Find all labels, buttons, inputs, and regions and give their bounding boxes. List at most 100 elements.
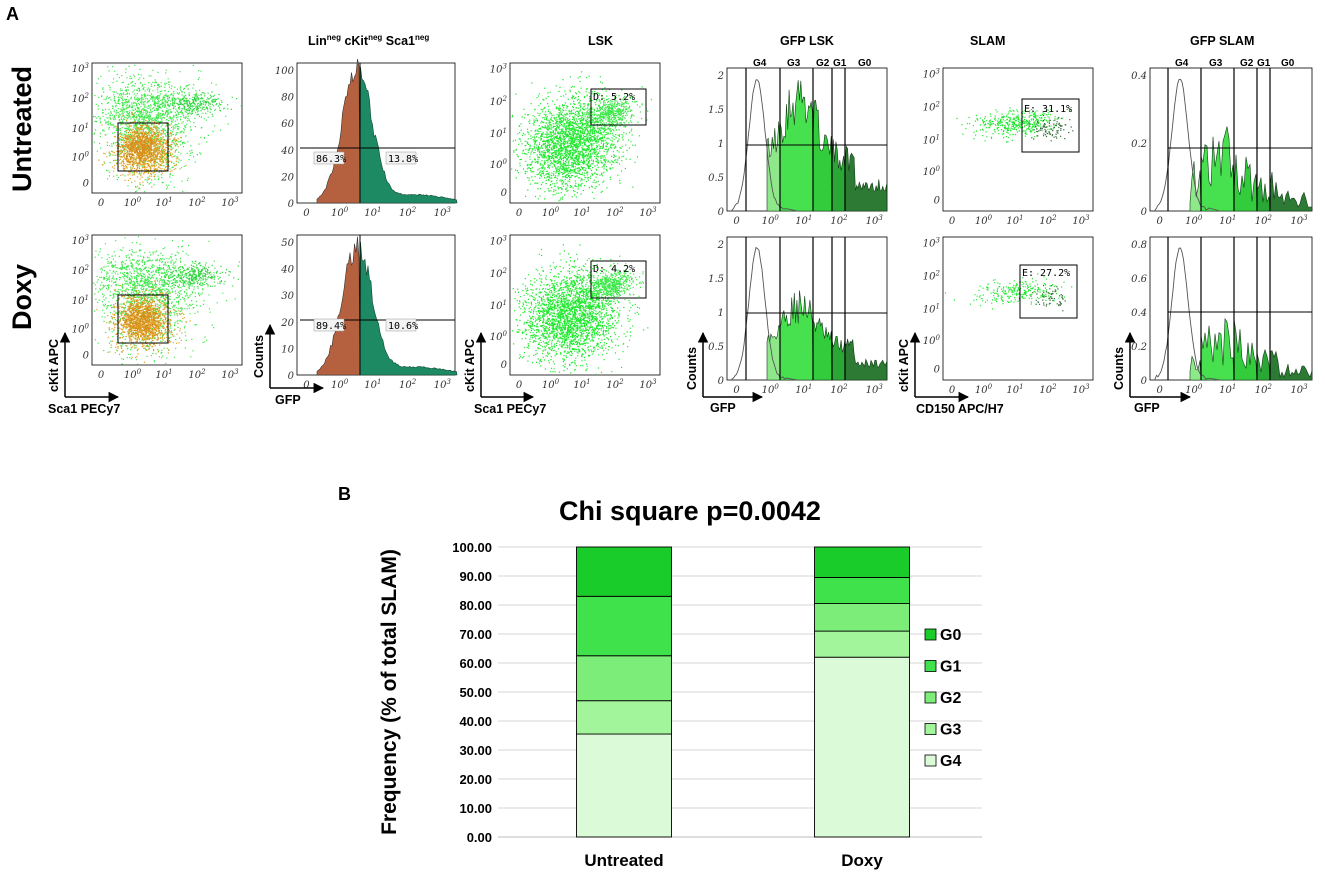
x-tick-label: 103 [434, 206, 452, 219]
isotype-curve [731, 79, 798, 212]
phase-fill [844, 338, 888, 381]
x-tick-label: 101 [155, 368, 172, 381]
y-tick-label: 101 [72, 122, 89, 135]
x-tick-label: 102 [399, 206, 417, 219]
y-tick-label: 60 [281, 119, 294, 130]
y-tick-label: 102 [490, 95, 508, 108]
gfp-hist-untreated: 0 100 101 102 103 0 20 40 60 80 100 [275, 58, 458, 219]
y-tick-label: 0 [501, 188, 508, 199]
axis-ckit-3: cKit APC [897, 339, 911, 392]
legend-label-g2: G2 [940, 690, 961, 707]
y-tick-label: 1 [718, 308, 724, 319]
col-title-gfp-lsk: GFP LSK [780, 34, 834, 48]
x-tick-label: 103 [639, 378, 657, 391]
x-tick-label: 0 [98, 198, 105, 209]
y-tick-label: 60.00 [459, 656, 492, 671]
axis-arrows [59, 323, 1192, 403]
y-tick-label: 100 [490, 158, 508, 171]
y-tick-label: 0 [1141, 376, 1148, 387]
y-tick-label: 0 [288, 199, 295, 210]
bar-segment-doxy-g3 [814, 630, 910, 658]
y-tick-label: 101 [490, 127, 507, 140]
y-tick-label: 20.00 [459, 772, 492, 787]
y-tick-label: 50 [281, 238, 294, 249]
bar-segment-untreated-g1 [576, 595, 672, 657]
axis-gfp-1: GFP [275, 393, 301, 407]
x-tick-label: 0 [949, 385, 956, 396]
x-tick-label: 103 [221, 368, 239, 381]
x-tick-label: 101 [1219, 383, 1236, 396]
x-tick-label: 102 [830, 214, 848, 227]
gfp-hist-doxy: 0 100 101 102 103 0 10 20 30 40 50 [280, 234, 458, 391]
gate-rect [1019, 264, 1078, 319]
row-label-untreated: Untreated [7, 66, 37, 192]
x-tick-label: 103 [221, 196, 239, 209]
axis-cd150: CD150 APC/H7 [916, 402, 1004, 416]
y-tick-label: 2 [717, 240, 724, 251]
x-tick-label: 103 [866, 214, 884, 227]
x-tick-label: 103 [1290, 383, 1308, 396]
y-tick-label: 102 [923, 101, 941, 114]
phase-fill [1269, 171, 1313, 212]
phase-fill [812, 318, 833, 381]
lsk-gate-untreated: D: 5.2% [593, 92, 635, 103]
hist-positive-fill [359, 241, 458, 376]
x-tick-label: 103 [1290, 214, 1308, 227]
col-title-lin-neg: Linneg cKitneg Sca1neg [308, 33, 429, 48]
y-tick-label: 0.2 [1131, 139, 1147, 150]
legend-swatch-g0 [924, 628, 937, 641]
legend-swatch-g1 [924, 660, 937, 672]
scatter-events [158, 88, 238, 121]
svg-text:G3: G3 [1209, 58, 1223, 69]
axis-sca1-2: Sca1 PECy7 [474, 402, 546, 416]
axis-counts-3: Counts [1112, 347, 1126, 390]
x-tick-label: 101 [1006, 383, 1023, 396]
scatter-events [944, 273, 1073, 310]
legend-label-g0: G0 [940, 627, 961, 644]
axis-gfp-3: GFP [1134, 401, 1160, 415]
isotype-curve [731, 246, 798, 381]
y-tick-label: 103 [923, 68, 941, 81]
axis-ckit-2: cKit APC [463, 339, 477, 392]
svg-text:G2: G2 [1240, 58, 1254, 69]
y-tick-label: 20 [280, 318, 294, 329]
x-tick-label: 100 [762, 214, 780, 227]
x-tick-label: 100 [542, 206, 560, 219]
y-tick-label: 0 [288, 371, 295, 382]
y-tick-label: 101 [923, 134, 940, 147]
phase-fill [831, 336, 846, 381]
y-tick-label: 90.00 [459, 569, 492, 584]
x-tick-label: 102 [188, 368, 206, 381]
y-tick-label: 0 [718, 376, 725, 387]
plot-frame [509, 234, 661, 376]
phase-labels-gfp-lsk: G4 G3 G2 G1 G0 [753, 58, 872, 69]
y-tick-label: 0.4 [1131, 71, 1147, 82]
axis-ckit-1: cKit APC [47, 339, 61, 392]
y-tick-label: 40 [280, 146, 294, 157]
y-tick-label: 102 [72, 264, 90, 277]
gate-rect [590, 88, 647, 126]
y-tick-label: 103 [72, 234, 90, 247]
x-tick-label: 0 [1157, 216, 1164, 227]
x-tick-label: 0 [733, 385, 740, 396]
x-tick-label: 102 [1039, 383, 1057, 396]
y-tick-label: 2 [717, 71, 724, 82]
phase-fill [831, 139, 846, 212]
x-tick-label: 100 [762, 383, 780, 396]
bar-segment-doxy-g1 [814, 577, 910, 605]
y-tick-label: 1.5 [708, 105, 724, 116]
y-tick-label: 30 [281, 291, 294, 302]
x-tick-label: 102 [1039, 214, 1057, 227]
hist-positive-fill [359, 66, 458, 204]
x-tick-label-untreated: Untreated [584, 851, 663, 870]
row-label-doxy: Doxy [7, 264, 37, 330]
y-tick-label: 0 [934, 365, 941, 376]
y-tick-label: 50.00 [459, 685, 492, 700]
phase-labels-gfp-slam: G4 G3 G2 G1 G0 [1175, 58, 1295, 69]
lsk-gate-doxy: D: 4.2% [593, 264, 635, 275]
x-tick-label: 101 [1219, 214, 1236, 227]
y-tick-label: 0.5 [708, 342, 724, 353]
y-tick-label: 103 [490, 235, 508, 248]
scatter-events [571, 263, 645, 310]
gfp-hist-doxy-gates: 89.4% 10.6% [313, 318, 418, 332]
